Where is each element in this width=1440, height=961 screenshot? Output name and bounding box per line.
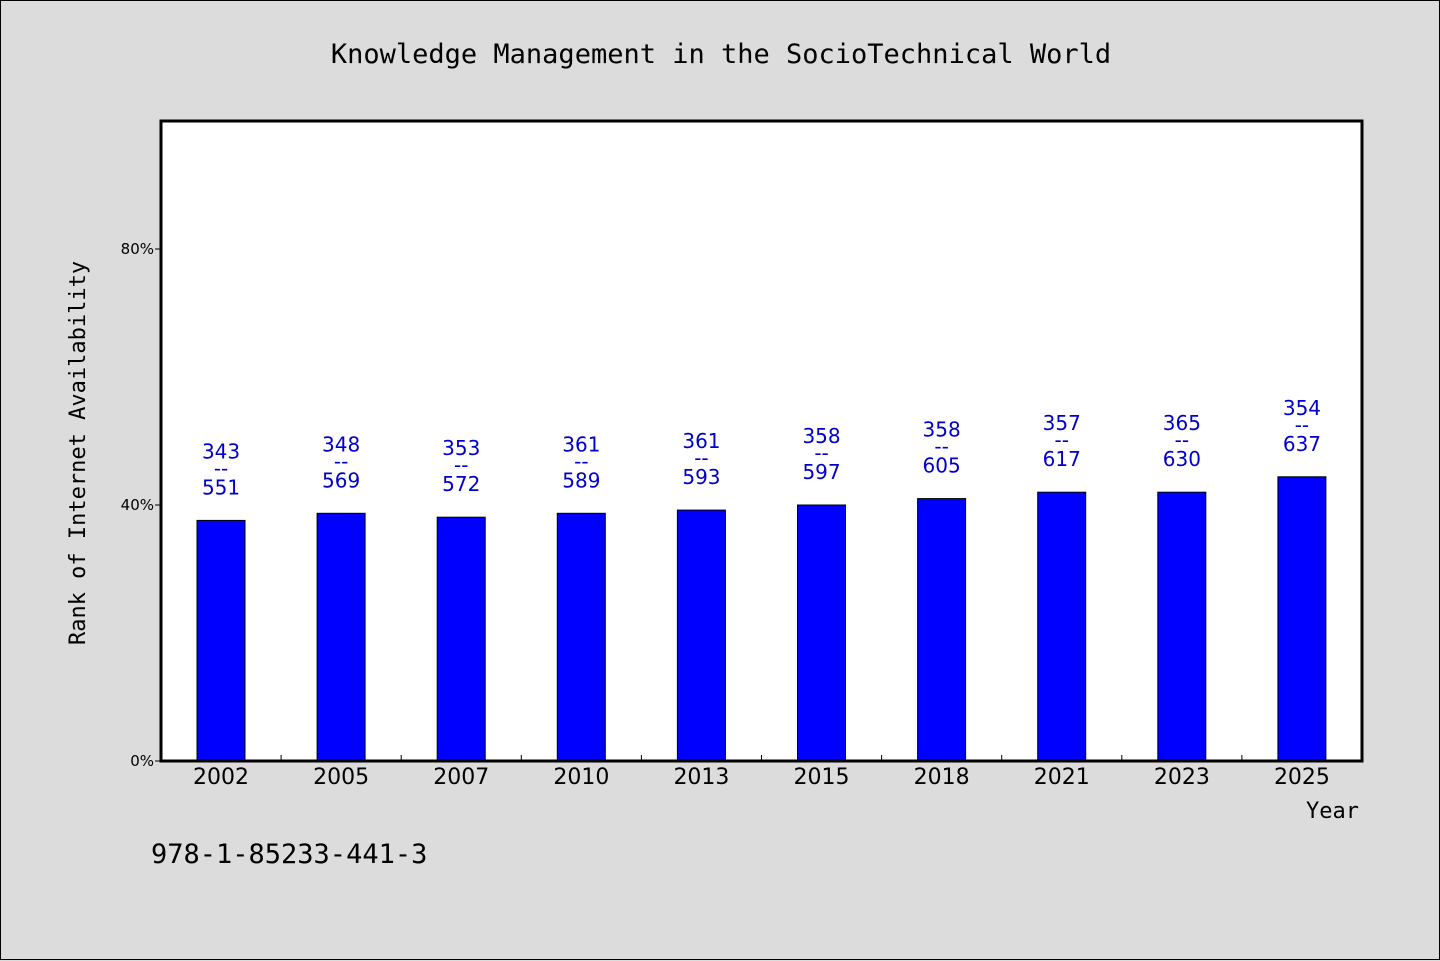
data-label-top-2005: 348 [322, 432, 360, 456]
data-label-bottom-2021: 617 [1043, 447, 1081, 471]
data-label-top-2021: 357 [1043, 411, 1081, 435]
bar-2007 [436, 516, 486, 762]
x-tick-label-2013: 2013 [673, 765, 729, 790]
data-label-separator-2007: -- [454, 453, 468, 477]
bar-series [196, 476, 1327, 762]
data-label-bottom-2018: 605 [923, 454, 961, 478]
data-label-separator-2002: -- [214, 456, 228, 480]
data-label-bottom-2025: 637 [1283, 432, 1321, 456]
data-label-separator-2018: -- [934, 435, 948, 459]
plot-frame [159, 119, 1364, 763]
data-label-bottom-2007: 572 [442, 472, 480, 496]
y-axis-ticks: 0% 40% 80% [121, 240, 161, 770]
y-tick-label: 0% [130, 752, 154, 770]
bar-2013 [676, 509, 726, 762]
data-label-bottom-2002: 551 [202, 475, 240, 499]
bar-2010 [556, 512, 606, 762]
data-label-top-2010: 361 [562, 432, 600, 456]
bar-2018 [917, 498, 967, 762]
data-label-top-2013: 361 [682, 429, 720, 453]
data-label-separator-2013: -- [694, 446, 708, 470]
x-tick-label-2015: 2015 [794, 765, 850, 790]
x-tick-label-2025: 2025 [1274, 765, 1330, 790]
x-tick-label-2023: 2023 [1154, 765, 1210, 790]
y-axis-label: Rank of Internet Availability [66, 261, 91, 645]
bar-2023 [1157, 491, 1207, 762]
data-label-top-2002: 343 [202, 439, 240, 463]
x-tick-label-2021: 2021 [1034, 765, 1090, 790]
data-label-bottom-2010: 589 [562, 468, 600, 492]
bar-2015 [797, 504, 846, 762]
data-label-separator-2023: -- [1175, 428, 1189, 452]
bar-2002 [196, 519, 246, 762]
y-tick-label: 80% [121, 240, 154, 258]
x-tick-label-2007: 2007 [433, 765, 489, 790]
data-label-bottom-2023: 630 [1163, 447, 1201, 471]
data-label-top-2015: 358 [802, 424, 840, 448]
data-label-top-2025: 354 [1283, 396, 1321, 420]
data-label-bottom-2005: 569 [322, 468, 360, 492]
x-tick-label-2005: 2005 [313, 765, 369, 790]
data-label-separator-2010: -- [574, 449, 588, 473]
x-axis-label: Year [1306, 799, 1359, 824]
data-label-separator-2021: -- [1055, 428, 1069, 452]
bar-2021 [1037, 491, 1087, 762]
data-label-separator-2025: -- [1295, 413, 1309, 437]
data-label-bottom-2013: 593 [682, 465, 720, 489]
data-label-bottom-2015: 597 [802, 460, 840, 484]
x-tick-label-2002: 2002 [193, 765, 249, 790]
isbn-footer: 978-1-85233-441-3 [151, 839, 427, 870]
x-tick-label-2018: 2018 [914, 765, 970, 790]
y-tick-label: 40% [121, 496, 154, 514]
data-label-top-2018: 358 [923, 418, 961, 442]
data-label-separator-2005: -- [334, 449, 348, 473]
data-labels: 551--343569--348572--353589--361593--361… [202, 396, 1321, 500]
bar-2005 [316, 512, 366, 762]
x-tick-label-2010: 2010 [553, 765, 609, 790]
data-label-separator-2015: -- [814, 441, 828, 465]
data-label-top-2023: 365 [1163, 411, 1201, 435]
chart-title: Knowledge Management in the SocioTechnic… [331, 39, 1111, 70]
x-axis-ticks: 2002 2005 2007 2010 2013 2015 2018 2021 2023 2025 [193, 755, 1330, 790]
data-label-top-2007: 353 [442, 436, 480, 460]
bar-2025 [1277, 476, 1327, 762]
